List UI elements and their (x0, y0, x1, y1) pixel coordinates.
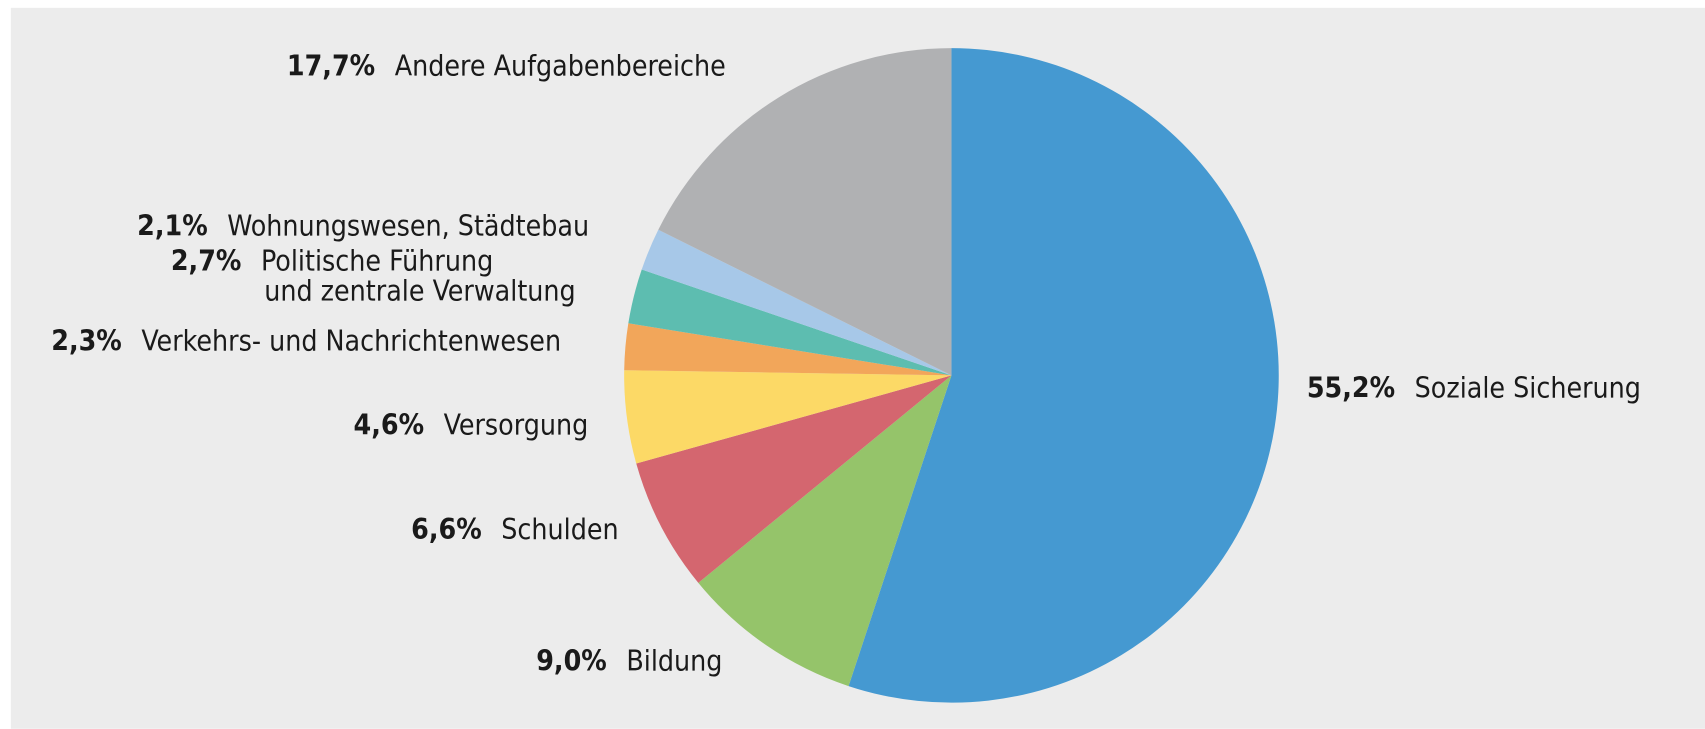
value-label: 2,1% (137, 209, 208, 242)
pie-slice (658, 48, 952, 376)
category-label: Bildung (626, 644, 722, 677)
category-label: Versorgung (444, 408, 589, 441)
category-label: Andere Aufgabenbereiche (395, 50, 726, 83)
value-label: 2,7% (171, 244, 242, 277)
value-label: 17,7% (287, 50, 375, 83)
value-label: 6,6% (411, 513, 482, 546)
pie-slice (624, 370, 952, 464)
value-label: 55,2% (1307, 372, 1395, 405)
pie-slice (641, 229, 952, 376)
pie-slice (636, 375, 952, 583)
pie-slice (628, 269, 952, 376)
value-label: 9,0% (536, 644, 607, 677)
value-label: 4,6% (354, 408, 425, 441)
category-label: Schulden (501, 513, 618, 546)
value-label: 2,3% (51, 325, 122, 358)
category-label: Soziale Sicherung (1415, 372, 1641, 405)
pie-slice (698, 375, 952, 687)
category-label: Verkehrs- und Nachrichtenwesen (141, 325, 561, 358)
category-label: Politische Führung und zentrale Verwaltun… (261, 244, 576, 307)
category-label: Wohnungswesen, Städtebau (227, 209, 589, 242)
pie-slice (848, 48, 1279, 703)
pie-slice (624, 323, 952, 376)
